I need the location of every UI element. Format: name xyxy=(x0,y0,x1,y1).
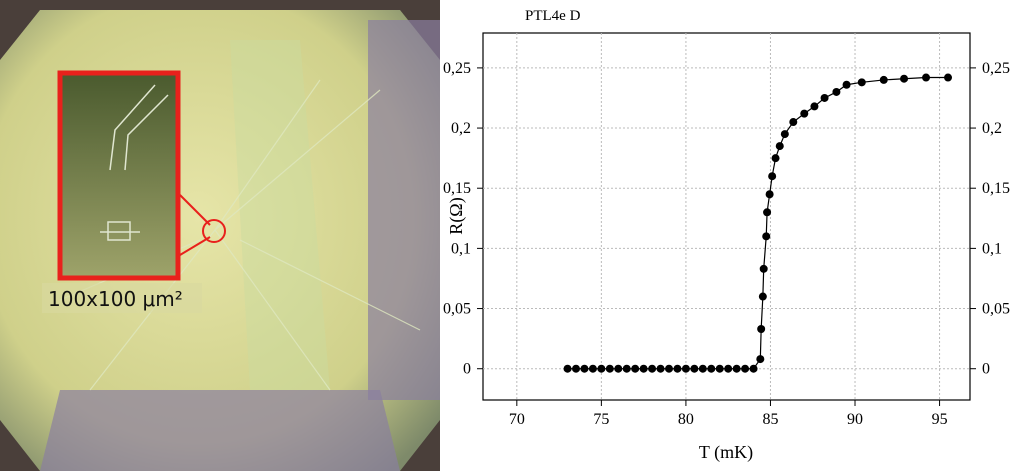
data-point xyxy=(648,364,657,373)
data-point xyxy=(724,364,733,373)
y-tick-label: 0,1 xyxy=(451,240,471,257)
data-line xyxy=(567,76,949,370)
y-tick-label: 0 xyxy=(463,361,471,378)
data-point xyxy=(681,364,690,373)
data-point xyxy=(757,325,766,334)
photo-caption: 100x100 μm² xyxy=(48,287,183,311)
data-point xyxy=(842,80,851,89)
y2-tick-label: 0,15 xyxy=(982,180,1010,197)
data-point xyxy=(763,208,772,217)
y2-tick-label: 0,25 xyxy=(982,60,1010,77)
data-point xyxy=(741,364,750,373)
photo: 100x100 μm² xyxy=(0,0,440,471)
data-point xyxy=(673,364,682,373)
x-tick-label: 70 xyxy=(509,411,525,428)
y-tick-label: 0,05 xyxy=(443,301,471,318)
data-point xyxy=(622,364,631,373)
y2-tick-label: 0 xyxy=(982,361,990,378)
x-axis-title: T (mK) xyxy=(699,442,753,463)
data-point xyxy=(759,264,768,273)
data-point xyxy=(771,154,780,163)
y-axis-title: R(Ω) xyxy=(446,197,467,234)
data-point xyxy=(588,364,597,373)
data-point xyxy=(758,292,767,301)
data-point xyxy=(749,364,758,373)
data-point xyxy=(765,190,774,199)
x-tick-label: 90 xyxy=(847,411,863,428)
data-point xyxy=(639,364,648,373)
data-point xyxy=(810,102,819,111)
data-point xyxy=(732,364,741,373)
plot-frame xyxy=(482,32,971,401)
chart-title: PTL4e D xyxy=(525,8,581,24)
data-point xyxy=(690,364,699,373)
y-tick-label: 0,15 xyxy=(443,180,471,197)
x-tick-label: 80 xyxy=(678,411,694,428)
data-point xyxy=(789,118,798,127)
data-point xyxy=(900,74,909,83)
data-point xyxy=(572,364,581,373)
x-tick-label: 75 xyxy=(593,411,609,428)
data-point xyxy=(580,364,589,373)
y2-tick-label: 0,2 xyxy=(982,120,1002,137)
data-point xyxy=(715,364,724,373)
data-point xyxy=(605,364,614,373)
x-tick-label: 85 xyxy=(762,411,778,428)
data-point xyxy=(780,130,789,139)
y-tick-label: 0,25 xyxy=(443,60,471,77)
data-point xyxy=(832,87,841,96)
data-point xyxy=(665,364,674,373)
y2-tick-label: 0,05 xyxy=(982,301,1010,318)
y2-tick-label: 0,1 xyxy=(982,240,1002,257)
data-point xyxy=(944,73,953,82)
data-point xyxy=(879,75,888,84)
data-point xyxy=(707,364,716,373)
data-point xyxy=(756,355,765,364)
x-tick-label: 95 xyxy=(932,411,948,428)
data-point xyxy=(800,109,809,118)
chart: PTL4e D T (mK) R(Ω) 0 0 0,05 0,05 0,1 0,1 0,15… xyxy=(443,8,1010,463)
data-point xyxy=(614,364,623,373)
data-point xyxy=(656,364,665,373)
data-point xyxy=(698,364,707,373)
data-point xyxy=(768,172,777,181)
data-point xyxy=(820,93,829,102)
y-tick-label: 0,2 xyxy=(451,120,471,137)
data-point xyxy=(563,364,572,373)
data-point xyxy=(922,73,931,82)
data-point xyxy=(631,364,640,373)
data-point xyxy=(857,78,866,87)
data-point xyxy=(762,232,771,241)
data-point xyxy=(775,142,784,151)
data-point xyxy=(597,364,606,373)
